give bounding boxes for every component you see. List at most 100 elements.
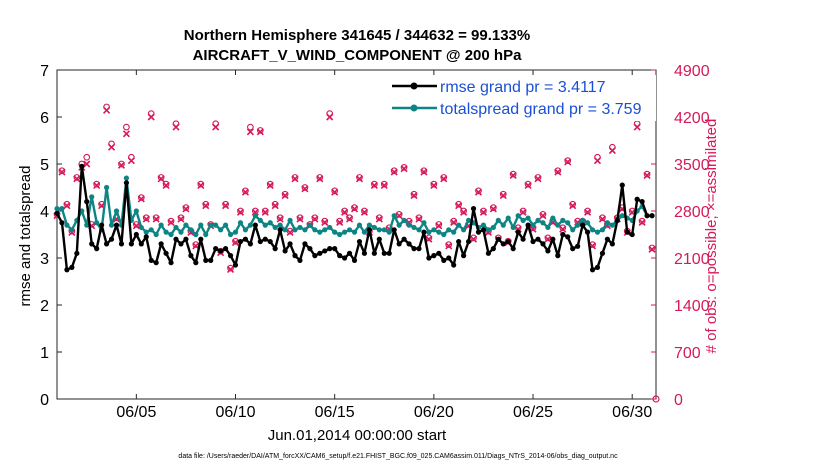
obs-possible-point <box>261 207 269 215</box>
obs-possible-point <box>559 224 567 232</box>
rmse-point <box>282 248 288 254</box>
obs-assimilated-point <box>564 158 572 166</box>
rmse-point <box>94 246 100 252</box>
rmse-point <box>465 238 472 245</box>
legend: rmse grand pr = 3.4117 totalspread grand… <box>392 75 656 121</box>
obs-possible-point <box>227 264 234 272</box>
rmse-point <box>451 262 457 268</box>
rmse-point <box>376 236 382 242</box>
obs-assimilated-point <box>544 235 552 243</box>
totalspread-point <box>322 227 328 233</box>
totalspread-point <box>183 222 189 228</box>
totalspread-point <box>198 222 204 228</box>
rmse-point <box>287 241 293 247</box>
obs-assimilated-point <box>63 202 71 210</box>
y-left-tick-label: 3 <box>40 251 49 268</box>
obs-assimilated-point <box>370 181 378 190</box>
rmse-point <box>89 241 95 247</box>
obs-assimilated-point <box>256 128 264 136</box>
totalspread-point <box>421 220 427 226</box>
obs-possible-point <box>554 167 562 175</box>
totalspread-point <box>565 220 571 226</box>
totalspread-point <box>138 224 144 231</box>
obs-possible-point <box>351 204 358 211</box>
rmse-point <box>505 238 511 245</box>
obs-assimilated-point <box>410 191 418 200</box>
obs-assimilated-point <box>291 175 299 183</box>
obs-assimilated-point <box>415 215 423 223</box>
obs-assimilated-point <box>638 218 646 226</box>
rmse-point <box>307 246 313 252</box>
totalspread-point <box>163 229 169 235</box>
rmse-point <box>277 227 283 233</box>
rmse-point <box>371 250 377 256</box>
rmse-point <box>446 255 452 261</box>
totalspread-point <box>505 215 511 221</box>
totalspread-point <box>292 227 298 233</box>
rmse-point <box>158 241 164 247</box>
rmse-point <box>312 253 318 259</box>
totalspread-point <box>317 229 323 235</box>
rmse-point <box>575 243 581 249</box>
totalspread-point <box>545 224 551 231</box>
rmse-point <box>341 255 348 261</box>
obs-possible-point <box>450 217 458 225</box>
totalspread-point <box>540 220 546 226</box>
totalspread-point <box>485 227 491 233</box>
obs-assimilated-point <box>212 123 220 131</box>
rmse-point <box>421 229 427 235</box>
obs-possible-point <box>420 167 428 175</box>
rmse-point <box>525 222 531 228</box>
obs-assimilated-point <box>489 205 497 213</box>
obs-possible-point <box>222 200 229 208</box>
obs-possible-point <box>346 214 353 222</box>
totalspread-point <box>262 222 268 228</box>
obs-possible-point <box>584 207 591 215</box>
totalspread-point <box>456 222 462 228</box>
obs-assimilated-point <box>584 208 592 216</box>
totalspread-point <box>94 220 100 226</box>
rmse-point <box>198 236 204 242</box>
rmse-point <box>599 250 606 256</box>
x-tick-label: 06/30 <box>612 404 652 421</box>
rmse-point <box>589 267 596 273</box>
totalspread-point <box>401 217 407 223</box>
totalspread-point <box>272 224 278 231</box>
totalspread-point <box>609 222 615 228</box>
obs-assimilated-point <box>425 235 433 243</box>
obs-assimilated-point <box>534 175 542 183</box>
obs-assimilated-point <box>420 168 428 176</box>
rmse-point <box>247 241 253 247</box>
obs-assimilated-point <box>167 218 175 226</box>
obs-assimilated-point <box>316 175 324 183</box>
rmse-point <box>391 227 397 233</box>
rmse-point <box>475 229 482 235</box>
y-left-tick-label: 7 <box>40 63 49 80</box>
totalspread-point <box>465 217 472 223</box>
obs-possible-point <box>281 190 289 198</box>
obs-possible-point <box>142 214 150 222</box>
rmse-point <box>584 229 591 235</box>
totalspread-point <box>490 224 496 231</box>
obs-possible-point <box>137 194 145 201</box>
totalspread-point <box>411 224 417 231</box>
rmse-point <box>133 231 139 238</box>
obs-possible-point <box>316 174 324 181</box>
obs-assimilated-point <box>509 171 517 179</box>
obs-assimilated-point <box>598 215 607 223</box>
totalspread-point <box>520 217 526 223</box>
obs-possible-point <box>301 184 309 191</box>
rmse-point <box>535 236 541 242</box>
obs-assimilated-point <box>281 191 289 200</box>
rmse-point <box>545 248 551 254</box>
rmse-point <box>406 241 412 247</box>
obs-possible-point <box>73 174 81 181</box>
rmse-point <box>555 253 561 259</box>
totalspread-point <box>148 227 154 233</box>
x-tick-label: 06/20 <box>414 404 454 421</box>
rmse-point <box>480 227 487 233</box>
rmse-point <box>213 246 219 252</box>
obs-possible-point <box>470 234 477 242</box>
obs-assimilated-point <box>172 123 180 131</box>
